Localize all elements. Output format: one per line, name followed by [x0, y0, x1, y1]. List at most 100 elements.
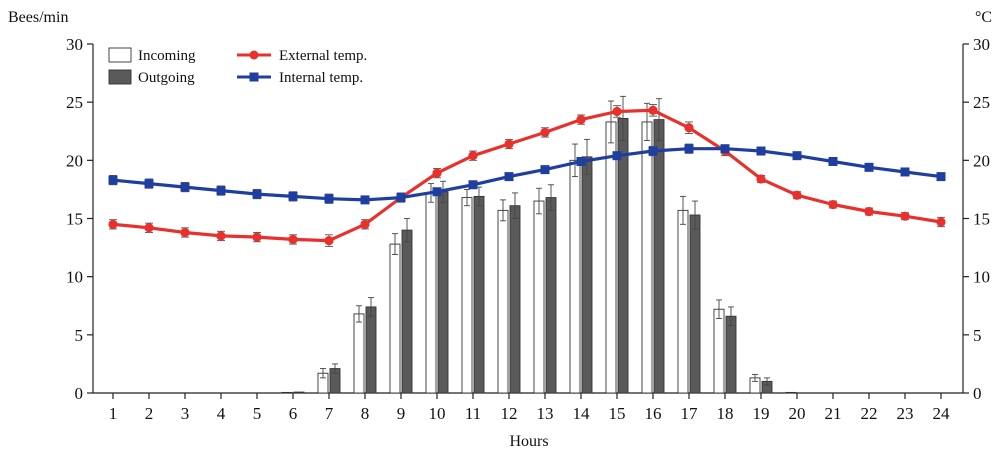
point-external-temp-22 — [864, 206, 874, 217]
y-tick-label-left-25: 25 — [66, 93, 83, 112]
x-tick-label-6: 6 — [289, 404, 298, 423]
point-internal-temp-3 — [180, 182, 190, 192]
point-external-temp-11 — [468, 151, 478, 161]
point-internal-temp-17 — [684, 144, 694, 154]
x-tick-label-10: 10 — [429, 404, 446, 423]
point-internal-temp-2 — [144, 179, 154, 189]
y-tick-label-right-30: 30 — [973, 35, 990, 54]
x-tick-label-22: 22 — [861, 404, 878, 423]
bar-outgoing-9 — [401, 229, 413, 394]
point-internal-temp-22 — [864, 162, 874, 172]
bars — [281, 95, 797, 394]
x-tick-label-18: 18 — [717, 404, 734, 423]
y-axis-right-unit: °C — [975, 9, 992, 26]
x-tick-label-1: 1 — [109, 404, 118, 423]
legend-label-external-temp: External temp. — [279, 48, 367, 64]
bar-incoming-18 — [713, 308, 725, 394]
point-external-temp-23 — [900, 211, 910, 221]
bar-incoming-15 — [605, 121, 617, 394]
bar-outgoing-12 — [509, 205, 521, 394]
legend-marker-external-temp — [249, 50, 259, 60]
x-tick-label-13: 13 — [537, 404, 554, 423]
point-external-temp-4 — [216, 231, 226, 241]
y-axis-left-unit: Bees/min — [8, 9, 68, 26]
point-internal-temp-6 — [288, 191, 298, 201]
bar-incoming-16 — [641, 121, 653, 394]
y-tick-label-left-10: 10 — [66, 268, 83, 287]
bar-incoming-11 — [461, 197, 473, 394]
bar-incoming-13 — [533, 200, 545, 394]
bar-incoming-17 — [677, 209, 689, 394]
legend-label-incoming: Incoming — [138, 48, 196, 64]
x-tick-label-9: 9 — [397, 404, 406, 423]
y-tick-label-left-15: 15 — [66, 210, 83, 229]
point-external-temp-17 — [684, 123, 694, 133]
point-internal-temp-18 — [720, 144, 730, 154]
bar-incoming-10 — [425, 192, 437, 394]
x-tick-label-4: 4 — [217, 404, 226, 423]
point-internal-temp-14 — [576, 156, 586, 166]
point-external-temp-16 — [648, 105, 658, 115]
point-external-temp-3 — [180, 227, 190, 238]
point-external-temp-5 — [252, 232, 262, 242]
point-internal-temp-9 — [396, 193, 406, 203]
y-tick-label-right-15: 15 — [973, 210, 990, 229]
legend-swatch-incoming — [108, 47, 132, 63]
point-external-temp-14 — [576, 115, 586, 125]
point-internal-temp-13 — [540, 165, 550, 175]
lines — [108, 104, 946, 247]
y-tick-label-right-25: 25 — [973, 93, 990, 112]
x-tick-label-2: 2 — [145, 404, 154, 423]
bar-incoming-8 — [353, 313, 365, 394]
bar-incoming-9 — [389, 243, 401, 394]
legend-marker-internal-temp — [249, 72, 259, 82]
point-external-temp-8 — [360, 219, 370, 229]
point-internal-temp-20 — [792, 151, 802, 161]
bar-outgoing-18 — [725, 315, 737, 394]
point-external-temp-19 — [756, 174, 766, 184]
y-tick-label-left-0: 0 — [75, 384, 84, 403]
x-tick-label-5: 5 — [253, 404, 262, 423]
y-tick-label-left-30: 30 — [66, 35, 83, 54]
y-tick-label-right-0: 0 — [973, 384, 982, 403]
x-tick-label-14: 14 — [573, 404, 591, 423]
point-external-temp-2 — [144, 223, 154, 233]
point-internal-temp-5 — [252, 189, 262, 199]
x-tick-label-20: 20 — [789, 404, 806, 423]
point-internal-temp-24 — [936, 172, 946, 182]
bar-outgoing-17 — [689, 214, 701, 394]
point-external-temp-24 — [936, 217, 946, 227]
point-internal-temp-19 — [756, 146, 766, 156]
y-tick-label-right-5: 5 — [973, 326, 982, 345]
point-external-temp-20 — [792, 190, 802, 200]
y-tick-label-left-20: 20 — [66, 151, 83, 170]
point-external-temp-1 — [108, 219, 118, 229]
legend: Incoming Outgoing External temp. Internal t… — [108, 47, 367, 86]
legend-label-internal-temp: Internal temp. — [279, 70, 363, 86]
x-tick-label-11: 11 — [465, 404, 481, 423]
point-external-temp-13 — [540, 127, 550, 138]
point-internal-temp-15 — [612, 151, 622, 161]
point-internal-temp-8 — [360, 195, 370, 205]
legend-swatch-outgoing — [108, 69, 132, 85]
x-tick-label-23: 23 — [897, 404, 914, 423]
point-external-temp-21 — [828, 199, 838, 210]
point-internal-temp-11 — [468, 180, 478, 190]
bar-outgoing-14 — [581, 156, 593, 394]
x-tick-label-19: 19 — [753, 404, 770, 423]
point-internal-temp-4 — [216, 186, 226, 196]
x-tick-label-16: 16 — [645, 404, 662, 423]
point-external-temp-10 — [432, 168, 442, 178]
point-external-temp-6 — [288, 234, 298, 245]
y-tick-label-right-10: 10 — [973, 268, 990, 287]
point-internal-temp-1 — [108, 175, 118, 185]
x-tick-label-3: 3 — [181, 404, 190, 423]
bar-incoming-14 — [569, 159, 581, 394]
x-tick-label-17: 17 — [681, 404, 699, 423]
bar-outgoing-8 — [365, 306, 377, 394]
point-external-temp-7 — [324, 236, 334, 246]
point-internal-temp-10 — [432, 187, 442, 197]
x-tick-label-12: 12 — [501, 404, 518, 423]
